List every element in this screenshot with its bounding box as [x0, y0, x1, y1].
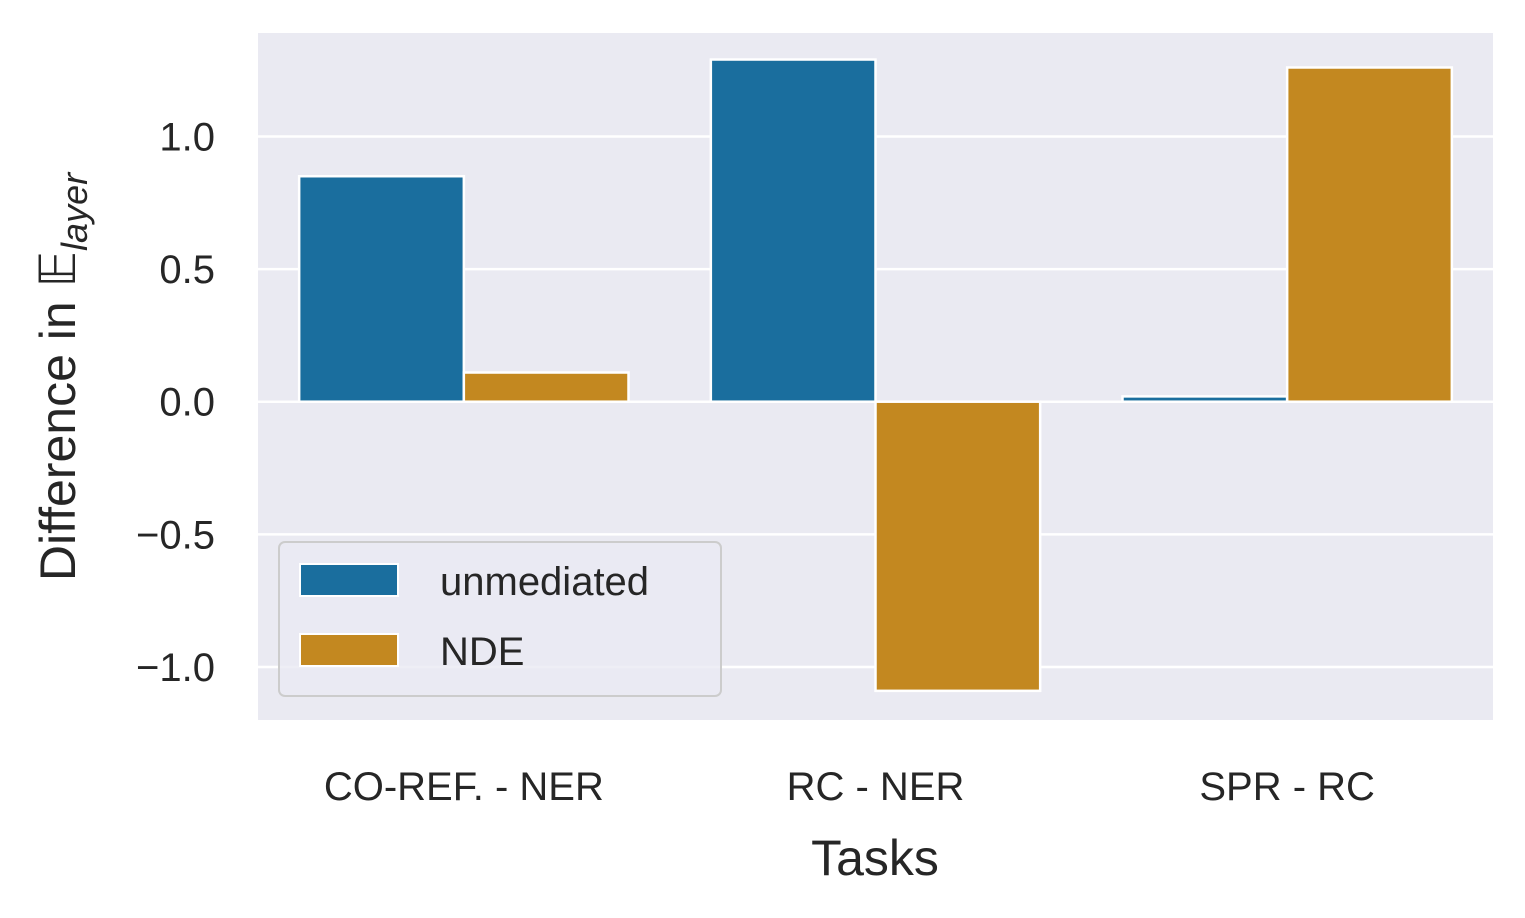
y-tick-label: 1.0 [159, 115, 215, 159]
legend: unmediated NDE [278, 541, 722, 697]
legend-swatch-nde [299, 633, 399, 667]
y-axis-title-subscript: layer [54, 171, 95, 251]
y-axis-ticks: −1.0 −0.5 0.0 0.5 1.0 [136, 115, 215, 690]
y-tick-label: 0.0 [159, 381, 215, 425]
y-tick-label: −1.0 [136, 646, 215, 690]
bar-unmediated-0 [297, 174, 466, 403]
bar-nde-2 [1285, 66, 1454, 403]
x-axis-title: Tasks [811, 830, 939, 886]
bars [297, 58, 1454, 693]
bar-unmediated-1 [709, 58, 877, 403]
y-tick-label: −0.5 [136, 513, 215, 557]
y-tick-label: 0.5 [159, 248, 215, 292]
x-tick-label: RC - NER [787, 765, 965, 809]
legend-swatch-unmediated [299, 563, 399, 597]
x-axis-ticks: CO-REF. - NER RC - NER SPR - RC [324, 765, 1375, 809]
legend-label-unmediated: unmediated [440, 560, 649, 604]
y-axis-title-symbol: 𝔼 [30, 251, 86, 287]
y-axis-title-prefix: Difference in [30, 287, 86, 581]
x-tick-label: CO-REF. - NER [324, 765, 604, 809]
legend-label-nde: NDE [440, 630, 524, 674]
x-tick-label: SPR - RC [1199, 765, 1375, 809]
bar-unmediated-2 [1121, 395, 1289, 403]
bar-nde-0 [462, 371, 630, 403]
y-axis-title: Difference in 𝔼layer [30, 171, 95, 581]
bar-nde-1 [874, 400, 1042, 693]
